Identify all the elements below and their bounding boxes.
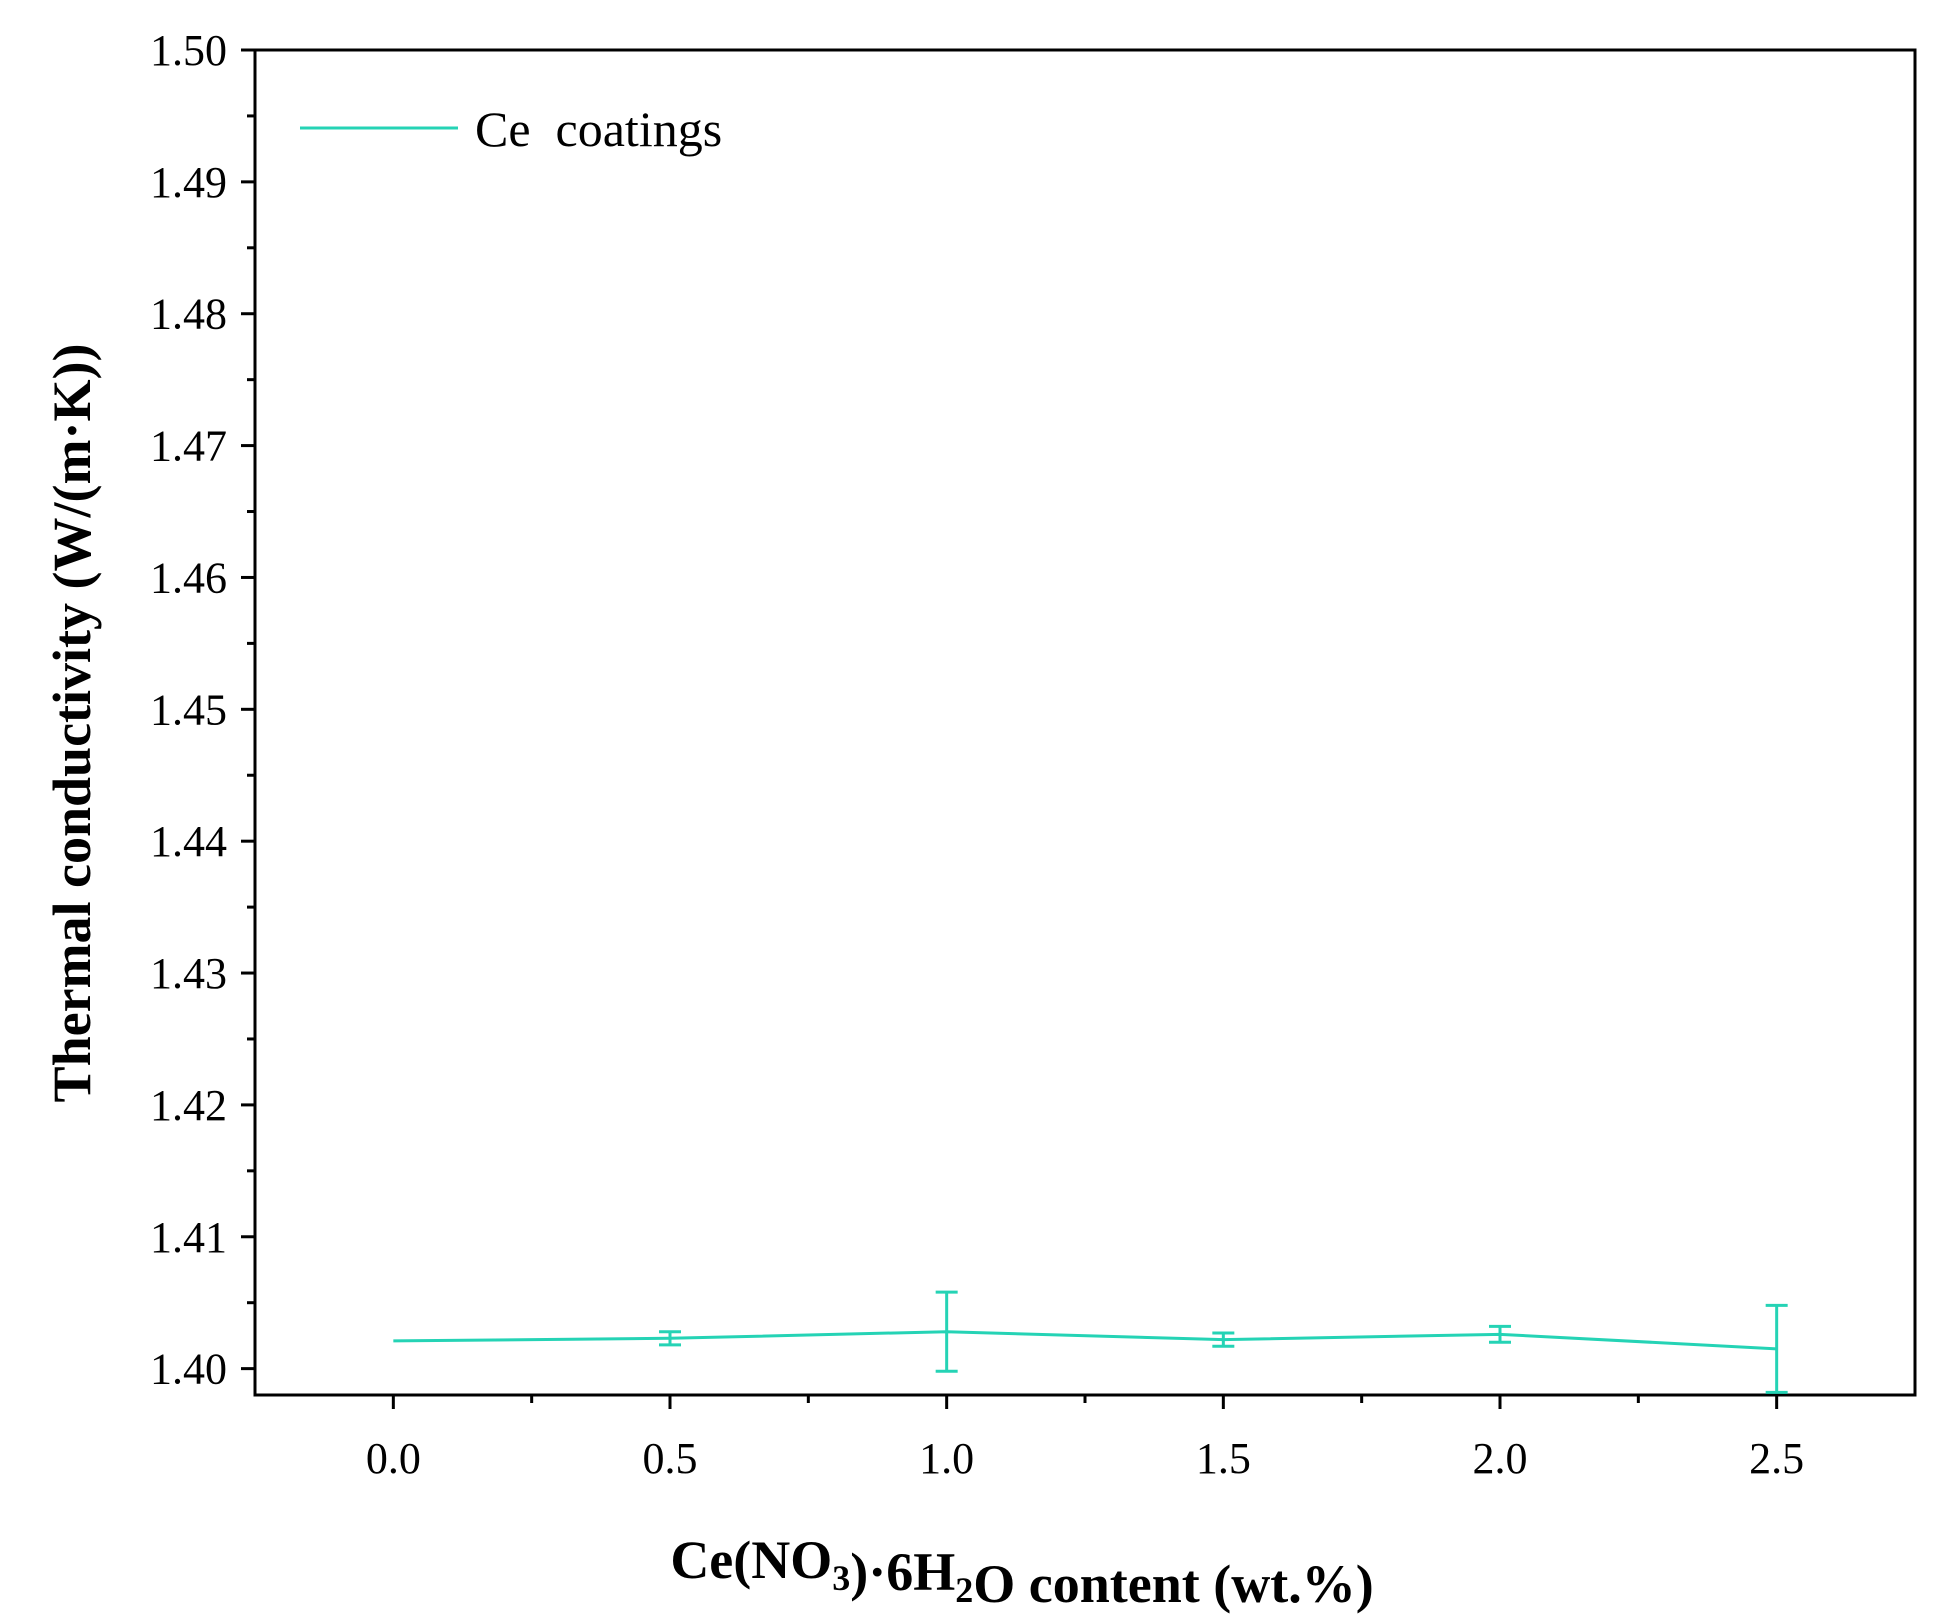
y-tick-label: 1.41 xyxy=(150,1213,227,1262)
y-tick-label: 1.45 xyxy=(150,685,227,734)
x-axis-title: Ce(NO3)·6H2O content (wt.%) xyxy=(670,1530,1373,1614)
x-tick-label: 0.0 xyxy=(366,1434,421,1483)
x-axis-title-subscript: 2 xyxy=(955,1570,973,1610)
x-axis-title-part: Ce(NO xyxy=(670,1530,832,1590)
y-tick-label: 1.43 xyxy=(150,949,227,998)
y-axis-title: Thermal conductivity (W/(m·K)) xyxy=(42,344,102,1103)
error-bar xyxy=(1765,1303,1788,1394)
x-tick-label: 2.0 xyxy=(1473,1434,1528,1483)
y-tick-label: 1.44 xyxy=(150,817,227,866)
y-tick-label: 1.49 xyxy=(150,158,227,207)
x-tick-label: 1.0 xyxy=(919,1434,974,1483)
y-tick-label: 1.48 xyxy=(150,290,227,339)
x-tick-label: 2.5 xyxy=(1749,1434,1804,1483)
x-axis-title-part: )·6H xyxy=(850,1542,955,1602)
error-bar xyxy=(1212,1331,1235,1348)
plot-frame xyxy=(253,48,1917,1397)
x-axis-title-subscript: 3 xyxy=(832,1558,850,1598)
y-tick-label: 1.46 xyxy=(150,553,227,602)
y-tick-label: 1.40 xyxy=(150,1345,227,1394)
x-axis-title-part: O content (wt.%) xyxy=(973,1554,1373,1614)
series-line xyxy=(393,1330,1777,1351)
y-tick-label: 1.42 xyxy=(150,1081,227,1130)
error-bar xyxy=(1489,1324,1511,1344)
legend-label: Ce coatings xyxy=(475,101,722,157)
x-tick-label: 0.5 xyxy=(643,1434,698,1483)
error-bar xyxy=(659,1330,681,1347)
y-tick-label: 1.50 xyxy=(150,26,227,75)
error-bar xyxy=(935,1290,958,1373)
y-tick-label: 1.47 xyxy=(150,422,227,471)
x-tick-label: 1.5 xyxy=(1196,1434,1251,1483)
